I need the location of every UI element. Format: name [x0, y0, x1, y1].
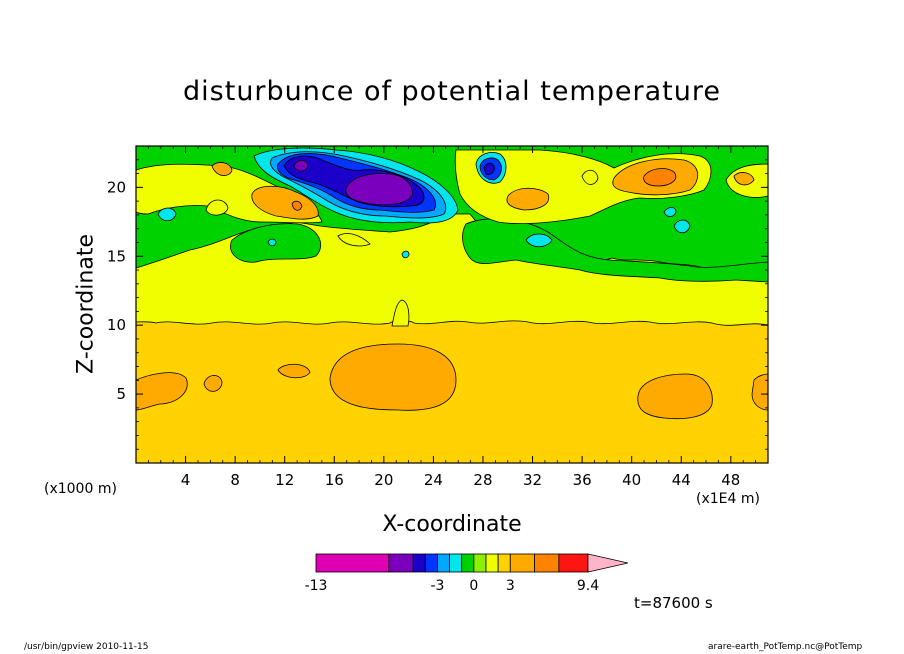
colorbar-segment	[315, 553, 390, 573]
colorbar-segment	[412, 553, 426, 573]
band-tongue	[391, 299, 410, 327]
colorbar-segment	[388, 553, 414, 573]
orange-blob-right	[637, 373, 713, 420]
orange-patch-4	[211, 162, 233, 176]
x-tick-label: 36	[573, 471, 592, 489]
x-axis-unit: (x1000 m)	[44, 481, 117, 497]
plot-frame	[135, 145, 769, 464]
colorbar-segment	[437, 553, 450, 573]
yellow-patch-6	[581, 169, 599, 185]
y-axis-label: Z-coordinate	[73, 234, 99, 374]
colorbar	[315, 553, 629, 573]
colorbar-segment	[461, 553, 475, 573]
cyan-spot-5	[267, 238, 277, 247]
x-axis-label: X-coordinate	[382, 512, 522, 537]
orange-patch-1	[251, 185, 319, 220]
cyan-spot-1	[157, 207, 177, 222]
orange-core-2	[291, 200, 303, 211]
orange-core-1	[643, 168, 677, 187]
x-tick-label: 44	[672, 471, 691, 489]
y-tick-label: 15	[107, 247, 126, 265]
yellow-patch-4	[205, 199, 229, 216]
x-tick-label: 32	[523, 471, 542, 489]
orange-patch-5	[733, 172, 755, 186]
cyan-spot-6	[401, 250, 410, 259]
cold-cell-dark	[483, 162, 495, 175]
x-tick-label: 8	[230, 471, 240, 489]
cyan-spot-2	[525, 233, 553, 248]
colorbar-extension	[587, 553, 629, 573]
colorbar-segment	[485, 553, 499, 573]
axis-scale-note: (x1E4 m)	[696, 491, 760, 507]
yellow-patch-5	[337, 233, 371, 247]
colorbar-label: 0	[469, 578, 479, 594]
colorbar-label: 3	[505, 578, 515, 594]
cyan-spot-3	[673, 219, 691, 234]
orange-blob-edge	[751, 373, 768, 411]
heatmap-field	[136, 146, 768, 463]
x-tick-label: 24	[424, 471, 443, 489]
orange-blob-left	[136, 372, 188, 411]
chart-title: disturbunce of potential temperature	[183, 76, 721, 107]
cyan-spot-4	[663, 207, 677, 217]
orange-patch-3	[506, 187, 550, 211]
colorbar-segment	[509, 553, 535, 573]
colorbar-label: -13	[304, 578, 328, 594]
colorbar-segment	[558, 553, 589, 573]
colorbar-segment	[449, 553, 463, 573]
footer-program-date: /usr/bin/gpview 2010-11-15	[24, 642, 149, 652]
cold-purple-small	[293, 160, 309, 172]
colorbar-segment	[473, 553, 487, 573]
orange-blob-small-2	[277, 363, 311, 379]
x-tick-label: 20	[374, 471, 393, 489]
x-tick-label: 28	[473, 471, 492, 489]
cold-purple	[345, 173, 413, 206]
y-tick-label: 5	[116, 385, 126, 403]
x-tick-label: 48	[721, 471, 740, 489]
orange-blob-center	[329, 343, 457, 411]
x-tick-label: 16	[325, 471, 344, 489]
x-tick-label: 40	[622, 471, 641, 489]
colorbar-segment	[497, 553, 511, 573]
x-tick-label: 4	[181, 471, 191, 489]
x-tick-label: 12	[275, 471, 294, 489]
colorbar-label: -3	[430, 578, 445, 594]
colorbar-segment	[424, 553, 438, 573]
footer-source-file: arare-earth_PotTemp.nc@PotTemp	[708, 642, 863, 652]
y-tick-label: 20	[107, 178, 126, 196]
colorbar-segment	[534, 553, 560, 573]
y-tick-label: 10	[107, 316, 126, 334]
colorbar-label: 9.4	[576, 578, 600, 594]
orange-blob-small-1	[203, 375, 223, 392]
time-annotation: t=87600 s	[634, 594, 713, 612]
